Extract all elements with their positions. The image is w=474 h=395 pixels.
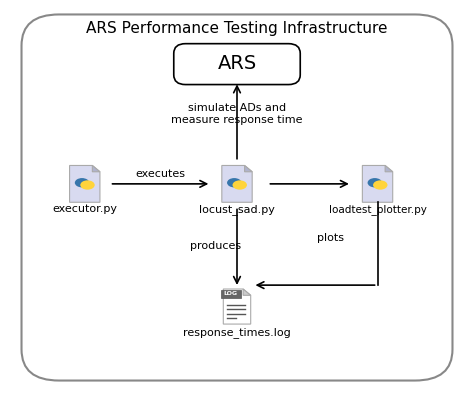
Ellipse shape xyxy=(75,178,89,187)
Polygon shape xyxy=(362,166,393,202)
FancyBboxPatch shape xyxy=(174,44,300,85)
Ellipse shape xyxy=(227,178,241,187)
Text: executor.py: executor.py xyxy=(52,204,117,214)
Text: response_times.log: response_times.log xyxy=(183,327,291,339)
Polygon shape xyxy=(223,289,251,324)
Ellipse shape xyxy=(233,181,247,190)
Polygon shape xyxy=(92,166,100,172)
FancyBboxPatch shape xyxy=(21,15,453,380)
Text: produces: produces xyxy=(191,241,241,251)
FancyBboxPatch shape xyxy=(221,290,241,298)
Text: ARS Performance Testing Infrastructure: ARS Performance Testing Infrastructure xyxy=(86,21,388,36)
Text: LOG: LOG xyxy=(224,291,238,296)
Ellipse shape xyxy=(80,181,95,190)
Polygon shape xyxy=(222,166,252,202)
Polygon shape xyxy=(245,166,252,172)
Text: ARS: ARS xyxy=(218,55,256,73)
Text: loadtest_plotter.py: loadtest_plotter.py xyxy=(328,204,427,215)
Text: locust_sad.py: locust_sad.py xyxy=(199,204,275,215)
Polygon shape xyxy=(243,289,251,295)
Text: simulate ADs and
measure response time: simulate ADs and measure response time xyxy=(171,103,303,124)
Text: executes: executes xyxy=(136,169,186,179)
Ellipse shape xyxy=(373,181,387,190)
Text: plots: plots xyxy=(317,233,344,243)
Polygon shape xyxy=(385,166,393,172)
Polygon shape xyxy=(70,166,100,202)
Ellipse shape xyxy=(367,178,382,187)
